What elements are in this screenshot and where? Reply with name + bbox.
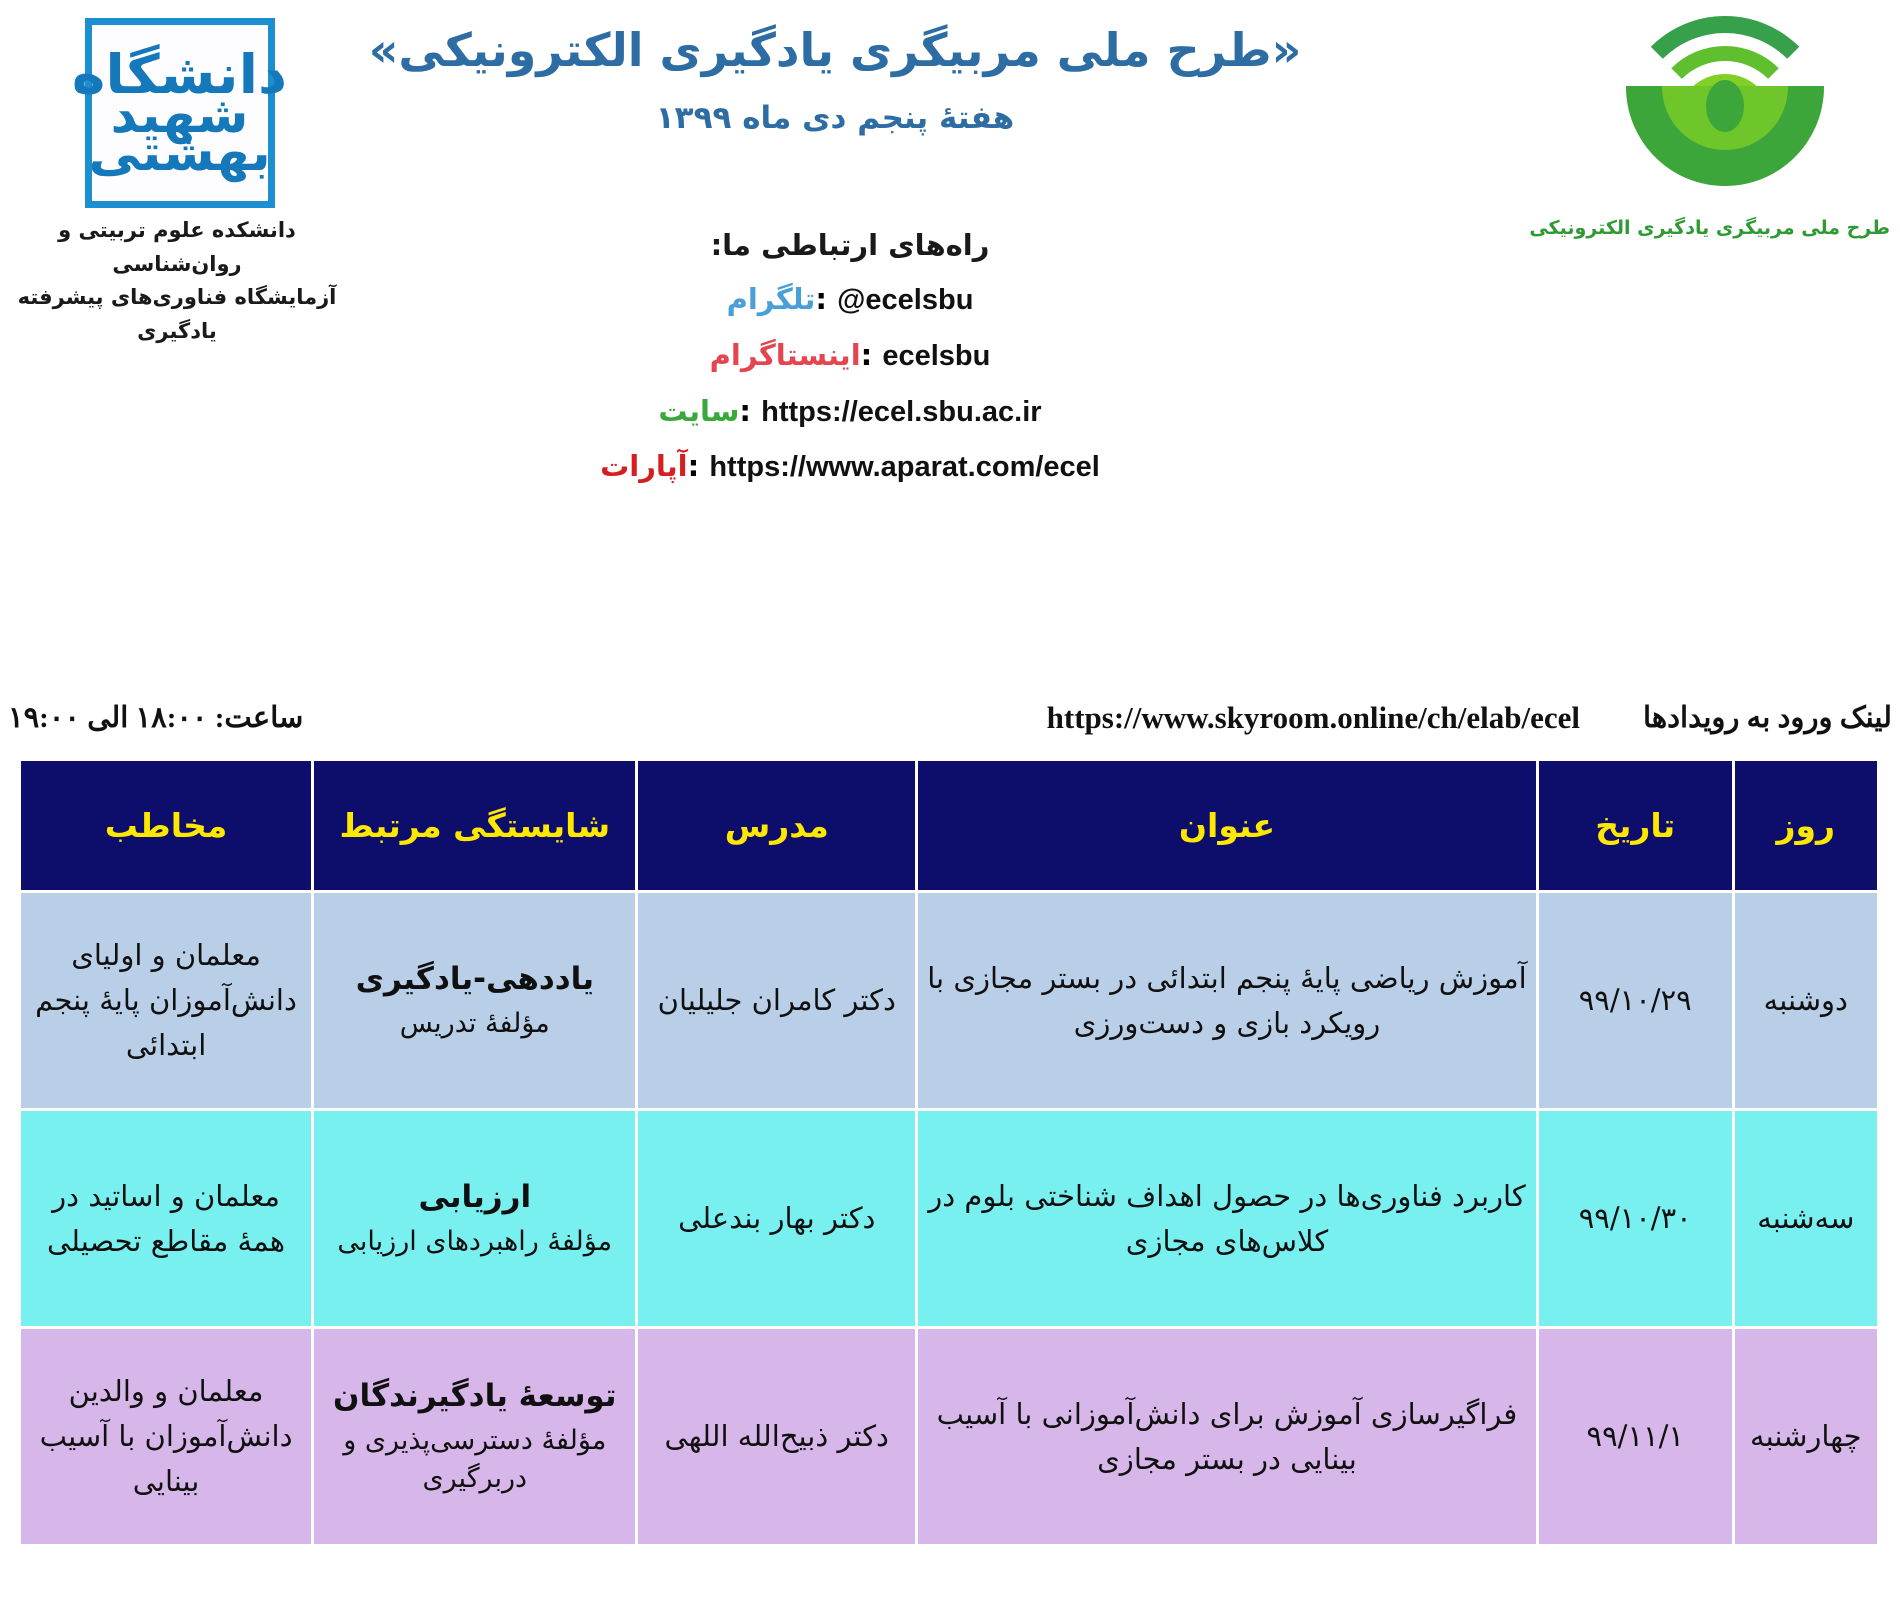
aparat-separator: :: [687, 449, 700, 484]
cell-instructor: دکتر کامران جلیلیان: [635, 890, 919, 1111]
shahid-beheshti-university-seal-icon: دانشگاه شهید بهشتی: [72, 18, 291, 208]
competency-sub: مؤلفهٔ دسترسی‌پذیری و دربرگیری: [343, 1425, 607, 1495]
column-header-date: تاریخ: [1535, 758, 1735, 893]
contact-row-instagram: ecelsbu :اینستاگرام: [400, 338, 1300, 374]
table-row: دوشنبه ۹۹/۱۰/۲۹ آموزش ریاضی پایهٔ پنجم ا…: [17, 890, 1881, 1111]
seal-calligraphy-line-3: بهشتی: [88, 123, 275, 182]
table-header-row: روز تاریخ عنوان مدرس شایستگی مرتبط مخاطب: [17, 758, 1881, 893]
cell-audience: معلمان و اولیای دانش‌آموزان پایهٔ پنجم ا…: [17, 890, 315, 1111]
cell-competency: یاددهی-یادگیری مؤلفهٔ تدریس: [311, 890, 639, 1111]
page-subtitle: هفتهٔ پنجم دی ماه ۱۳۹۹: [655, 100, 1015, 137]
contact-block: راه‌های ارتباطی ما: @ecelsbu :تلگرام ece…: [400, 228, 1300, 505]
competency-sub: مؤلفهٔ راهبردهای ارزیابی: [337, 1226, 613, 1258]
aparat-label: آپارات: [600, 449, 688, 484]
cell-day: دوشنبه: [1731, 890, 1881, 1111]
faculty-name: دانشکده علوم تربیتی و روان‌شناسی: [58, 218, 296, 276]
column-header-competency: شایستگی مرتبط: [311, 758, 639, 893]
cell-instructor: دکتر ذبیح‌الله اللهی: [635, 1326, 919, 1547]
schedule-table: روز تاریخ عنوان مدرس شایستگی مرتبط مخاطب…: [17, 758, 1881, 1547]
cell-title: فراگیرسازی آموزش برای دانش‌آموزانی با آس…: [915, 1326, 1539, 1547]
column-header-audience: مخاطب: [17, 758, 315, 893]
competency-sub: مؤلفهٔ تدریس: [399, 1008, 550, 1040]
seal-calligraphy-line-1: دانشگاه: [72, 42, 290, 106]
cell-audience: معلمان و اساتید در همهٔ مقاطع تحصیلی: [17, 1108, 315, 1329]
website-label: سایت: [658, 393, 740, 428]
title-block: «طرح ملی مربیگری یادگیری الکترونیکی» هفت…: [360, 18, 1310, 136]
website-url[interactable]: https://ecel.sbu.ac.ir: [761, 395, 1042, 428]
program-logo-caption: طرح ملی مربیگری یادگیری الکترونیکی: [1529, 217, 1890, 239]
aparat-url[interactable]: https://www.aparat.com/ecel: [709, 451, 1100, 484]
program-logo-block: طرح ملی مربیگری یادگیری الکترونیکی: [1529, 8, 1890, 239]
cell-date: ۹۹/۱۱/۱: [1535, 1326, 1735, 1547]
event-link-bar: لینک ورود به رویدادها https://www.skyroo…: [0, 700, 1900, 752]
schedule-table-body: دوشنبه ۹۹/۱۰/۲۹ آموزش ریاضی پایهٔ پنجم ا…: [17, 890, 1881, 1547]
telegram-handle[interactable]: @ecelsbu: [837, 284, 974, 316]
schedule-table-wrapper: روز تاریخ عنوان مدرس شایستگی مرتبط مخاطب…: [17, 758, 1881, 1547]
cell-competency: توسعهٔ یادگیرندگان مؤلفهٔ دسترسی‌پذیری و…: [311, 1326, 639, 1547]
website-separator: :: [739, 393, 752, 428]
contact-row-website: https://ecel.sbu.ac.ir :سایت: [400, 394, 1300, 430]
table-row: چهارشنبه ۹۹/۱۱/۱ فراگیرسازی آموزش برای د…: [17, 1326, 1881, 1547]
cell-date: ۹۹/۱۰/۲۹: [1535, 890, 1735, 1111]
instagram-handle[interactable]: ecelsbu: [882, 339, 991, 372]
university-block: دانشگاه شهید بهشتی دانشکده علوم تربیتی و…: [0, 10, 360, 348]
instagram-label: اینستاگرام: [709, 337, 861, 372]
event-link-label: لینک ورود به رویدادها: [1643, 702, 1892, 734]
cell-competency: ارزیابی مؤلفهٔ راهبردهای ارزیابی: [311, 1108, 639, 1329]
competency-main: یاددهی-یادگیری: [355, 960, 594, 997]
seal-calligraphy-line-2: شهید: [110, 86, 252, 145]
cell-day: سه‌شنبه: [1731, 1108, 1881, 1329]
contact-heading: راه‌های ارتباطی ما:: [710, 228, 990, 262]
cell-instructor: دکتر بهار بندعلی: [635, 1108, 919, 1329]
cell-day: چهارشنبه: [1731, 1326, 1881, 1547]
contact-row-aparat: https://www.aparat.com/ecel :آپارات: [400, 449, 1300, 485]
cell-date: ۹۹/۱۰/۳۰: [1535, 1108, 1735, 1329]
table-row: سه‌شنبه ۹۹/۱۰/۳۰ کاربرد فناوری‌ها در حصو…: [17, 1108, 1881, 1329]
competency-main: ارزیابی: [418, 1178, 532, 1215]
cell-title: کاربرد فناوری‌ها در حصول اهداف شناختی بل…: [915, 1108, 1539, 1329]
faculty-lines: دانشکده علوم تربیتی و روان‌شناسی آزمایشگ…: [0, 214, 360, 348]
event-link-url[interactable]: https://www.skyroom.online/ch/elab/ecel: [1046, 700, 1580, 735]
ecel-wifi-leaf-logo-icon: [1600, 8, 1850, 213]
column-header-day: روز: [1731, 758, 1881, 893]
schedule-table-head: روز تاریخ عنوان مدرس شایستگی مرتبط مخاطب: [17, 758, 1881, 893]
instagram-separator: :: [860, 337, 873, 372]
cell-title: آموزش ریاضی پایهٔ پنجم ابتدائی در بستر م…: [915, 890, 1539, 1111]
event-time-label: ساعت: ۱۸:۰۰ الی ۱۹:۰۰: [8, 702, 304, 734]
column-header-title: عنوان: [915, 758, 1539, 893]
contact-row-telegram: @ecelsbu :تلگرام: [400, 282, 1300, 318]
cell-audience: معلمان و والدین دانش‌آموزان با آسیب بینا…: [17, 1326, 315, 1547]
lab-name: آزمایشگاه فناوری‌های پیشرفته یادگیری: [17, 285, 337, 343]
telegram-label: تلگرام: [726, 282, 816, 316]
page-title: «طرح ملی مربیگری یادگیری الکترونیکی»: [368, 23, 1302, 77]
column-header-instructor: مدرس: [635, 758, 919, 893]
competency-main: توسعهٔ یادگیرندگان: [333, 1378, 617, 1414]
poster-header: دانشگاه شهید بهشتی دانشکده علوم تربیتی و…: [0, 0, 1900, 343]
telegram-separator: :: [815, 282, 828, 316]
